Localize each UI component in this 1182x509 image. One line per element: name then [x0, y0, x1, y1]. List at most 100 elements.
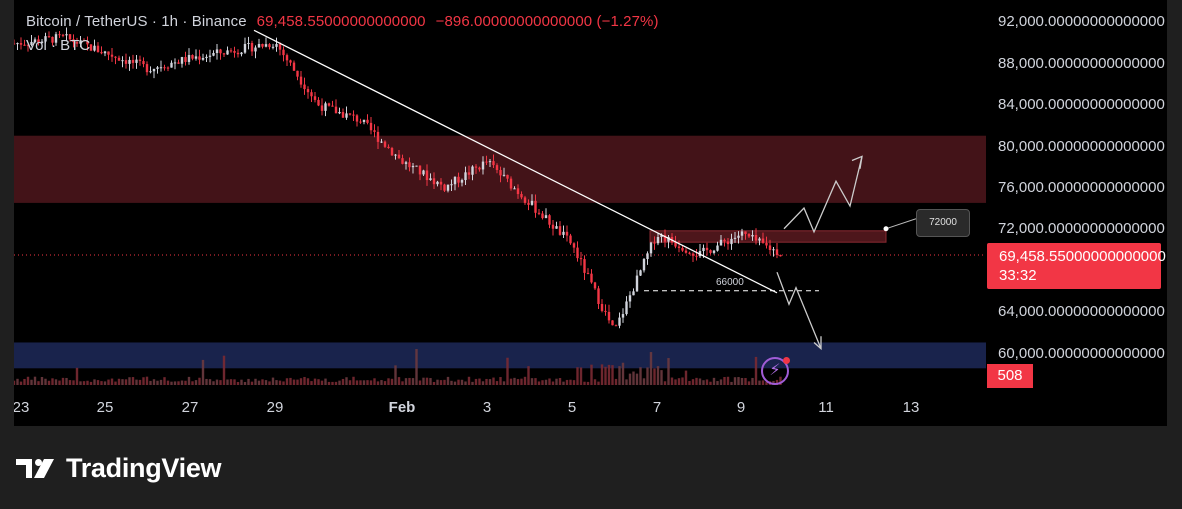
volume-bar — [597, 381, 600, 385]
volume-bar — [730, 381, 733, 385]
support-level-label: 66000 — [716, 277, 744, 288]
volume-bar — [275, 380, 278, 385]
volume-bar — [474, 378, 478, 385]
candle-body — [128, 59, 131, 64]
volume-bar — [68, 380, 72, 385]
volume-bar — [145, 376, 149, 385]
volume-bar — [439, 380, 443, 385]
candle-body — [152, 68, 156, 72]
chart-panel[interactable]: Bitcoin / TetherUS · 1h · Binance 69,458.… — [14, 0, 1167, 426]
price-axis-tick: 84,000.00000000000000 — [998, 96, 1165, 113]
candle-body — [513, 188, 516, 190]
volume-bar — [198, 377, 201, 385]
volume-bar — [513, 377, 516, 385]
candle-body — [317, 99, 320, 106]
candle-body — [565, 231, 569, 236]
candle-body — [58, 34, 61, 36]
candle-body — [107, 51, 110, 55]
candle-body — [236, 52, 240, 55]
volume-bar — [642, 378, 646, 385]
volume-bar — [93, 379, 96, 385]
candle-body — [450, 184, 453, 186]
lightning-icon[interactable]: ⚡ — [761, 357, 790, 385]
price-axis-tick: 72,000.00000000000000 — [998, 220, 1165, 237]
volume-bar — [646, 367, 649, 385]
price-chart-canvas[interactable] — [14, 0, 1167, 426]
candle-body — [499, 169, 502, 176]
volume-bar — [376, 381, 380, 385]
candle-body — [614, 325, 618, 327]
volume-bar — [436, 379, 439, 385]
volume-bar — [107, 379, 110, 385]
volume-bar — [54, 379, 58, 385]
candle-body — [47, 36, 51, 38]
volume-bar — [72, 380, 75, 385]
volume-bar — [51, 378, 54, 385]
candle-body — [534, 200, 537, 213]
bar-countdown: 33:32 — [999, 267, 1037, 284]
volume-bar — [138, 379, 142, 385]
volume-indicator-label[interactable]: Vol · BTC — [26, 37, 91, 54]
candle-body — [166, 67, 170, 69]
candle-body — [628, 295, 632, 302]
candle-body — [89, 44, 93, 51]
volume-bar — [590, 364, 593, 385]
candle-body — [215, 49, 219, 53]
volume-bar — [152, 379, 156, 385]
candle-body — [320, 105, 324, 111]
candle-body — [383, 141, 387, 147]
candle-body — [429, 178, 432, 181]
candle-body — [695, 255, 698, 257]
candle-body — [156, 67, 159, 69]
volume-bar — [184, 380, 187, 385]
volume-bar — [628, 373, 632, 385]
candle-body — [369, 122, 373, 131]
volume-bar — [33, 376, 37, 385]
volume-bar — [411, 378, 415, 385]
candle-body — [82, 40, 86, 42]
candle-body — [558, 226, 562, 235]
volume-bar — [758, 380, 761, 385]
volume-bar — [495, 381, 499, 385]
volume-bar — [443, 379, 446, 385]
volume-bar — [40, 376, 44, 385]
volume-bar — [156, 380, 159, 385]
volume-bar — [415, 349, 418, 385]
volume-bar — [544, 379, 548, 385]
volume-bar — [229, 379, 233, 385]
target-callout[interactable]: 72000 — [916, 209, 970, 237]
candle-body — [579, 258, 583, 260]
candle-body — [387, 146, 390, 148]
volume-bar — [226, 379, 229, 385]
volume-bar — [394, 365, 397, 385]
candle-body — [625, 301, 628, 315]
candle-body — [597, 288, 600, 304]
volume-bar — [576, 367, 579, 385]
candle-body — [520, 194, 523, 198]
volume-bar — [79, 381, 82, 385]
candle-body — [103, 51, 107, 54]
candle-body — [474, 166, 478, 168]
candle-body — [306, 89, 310, 93]
volume-bar — [425, 377, 429, 385]
candle-body — [390, 147, 394, 156]
candle-body — [548, 215, 551, 225]
candle-body — [26, 44, 30, 46]
candle-body — [51, 36, 54, 43]
volume-bar — [488, 379, 492, 385]
volume-bar — [271, 377, 275, 385]
volume-bar — [751, 377, 754, 385]
volume-bar — [37, 381, 40, 385]
candle-body — [355, 115, 359, 122]
volume-bar — [131, 377, 135, 385]
candle-body — [243, 43, 247, 53]
candle-body — [54, 34, 58, 43]
volume-bar — [534, 378, 537, 385]
candle-body — [723, 239, 726, 242]
volume-bar — [30, 379, 33, 385]
last-price-value: 69,458.55000000000000 — [999, 248, 1166, 265]
volume-bar — [14, 380, 16, 385]
candle-body — [79, 40, 82, 44]
candle-body — [352, 114, 355, 116]
candle-body — [733, 237, 737, 239]
